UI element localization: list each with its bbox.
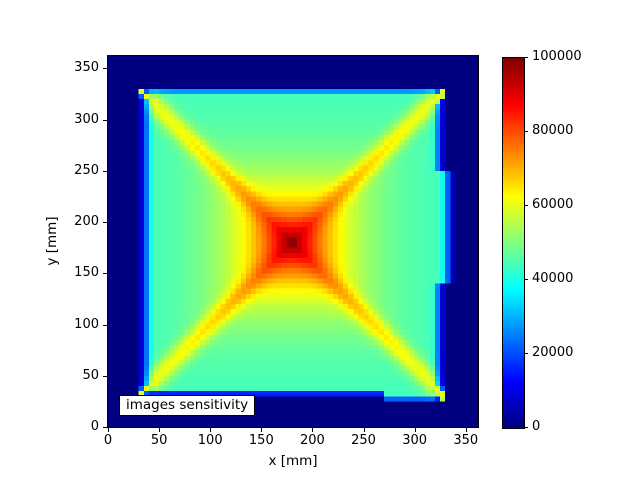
y-tick-label: 200 bbox=[74, 214, 99, 230]
y-tick-label: 350 bbox=[74, 60, 99, 76]
y-tick-label: 50 bbox=[82, 367, 99, 383]
x-tick-label: 50 bbox=[150, 433, 168, 448]
x-tick-label: 250 bbox=[351, 433, 376, 448]
x-tick-label: 100 bbox=[197, 433, 223, 448]
colorbar-tick-mark bbox=[524, 205, 528, 206]
colorbar-tick-label: 20000 bbox=[532, 345, 574, 360]
colorbar-tick-mark bbox=[524, 427, 528, 428]
colorbar-tick-mark bbox=[524, 131, 528, 132]
plot-area: images sensitivity bbox=[107, 55, 479, 428]
colorbar-tick-label: 0 bbox=[532, 419, 541, 434]
y-tick-label: 150 bbox=[74, 265, 99, 281]
y-tick-mark bbox=[103, 222, 107, 224]
y-tick-label: 0 bbox=[90, 419, 99, 434]
colorbar-tick-mark bbox=[524, 279, 528, 280]
x-tick-mark bbox=[312, 428, 314, 432]
heatmap-canvas bbox=[108, 56, 478, 427]
x-tick-mark bbox=[210, 428, 212, 432]
y-tick-mark bbox=[103, 375, 107, 377]
y-tick-mark bbox=[103, 119, 107, 121]
colorbar-tick-label: 60000 bbox=[532, 197, 574, 212]
x-tick-label: 300 bbox=[402, 433, 428, 448]
x-tick-mark bbox=[159, 428, 161, 432]
x-tick-mark bbox=[261, 428, 263, 432]
colorbar-tick-mark bbox=[524, 57, 528, 58]
x-tick-label: 0 bbox=[103, 433, 113, 448]
x-tick-mark bbox=[414, 428, 416, 432]
y-axis-label: y [mm] bbox=[44, 216, 60, 266]
colorbar-tick-label: 40000 bbox=[532, 271, 574, 286]
x-tick-label: 150 bbox=[248, 433, 274, 448]
y-tick-label: 250 bbox=[74, 162, 99, 178]
x-tick-mark bbox=[465, 428, 467, 432]
x-tick-label: 200 bbox=[299, 433, 325, 448]
annotation-text: images sensitivity bbox=[126, 397, 249, 413]
colorbar-gradient bbox=[503, 58, 524, 428]
y-tick-mark bbox=[103, 273, 107, 275]
x-tick-mark bbox=[108, 428, 109, 432]
y-tick-label: 300 bbox=[74, 111, 99, 127]
colorbar bbox=[502, 57, 525, 429]
y-tick-mark bbox=[103, 427, 107, 428]
annotation-box: images sensitivity bbox=[119, 395, 256, 416]
x-tick-label: 350 bbox=[453, 433, 479, 448]
colorbar-tick-label: 80000 bbox=[532, 123, 574, 138]
y-tick-label: 100 bbox=[74, 316, 99, 332]
y-tick-mark bbox=[103, 324, 107, 326]
x-tick-mark bbox=[363, 428, 365, 432]
y-tick-mark bbox=[103, 170, 107, 172]
colorbar-tick-label: 100000 bbox=[532, 49, 582, 64]
y-tick-mark bbox=[103, 68, 107, 70]
x-axis-label: x [mm] bbox=[268, 453, 318, 469]
colorbar-tick-mark bbox=[524, 353, 528, 354]
